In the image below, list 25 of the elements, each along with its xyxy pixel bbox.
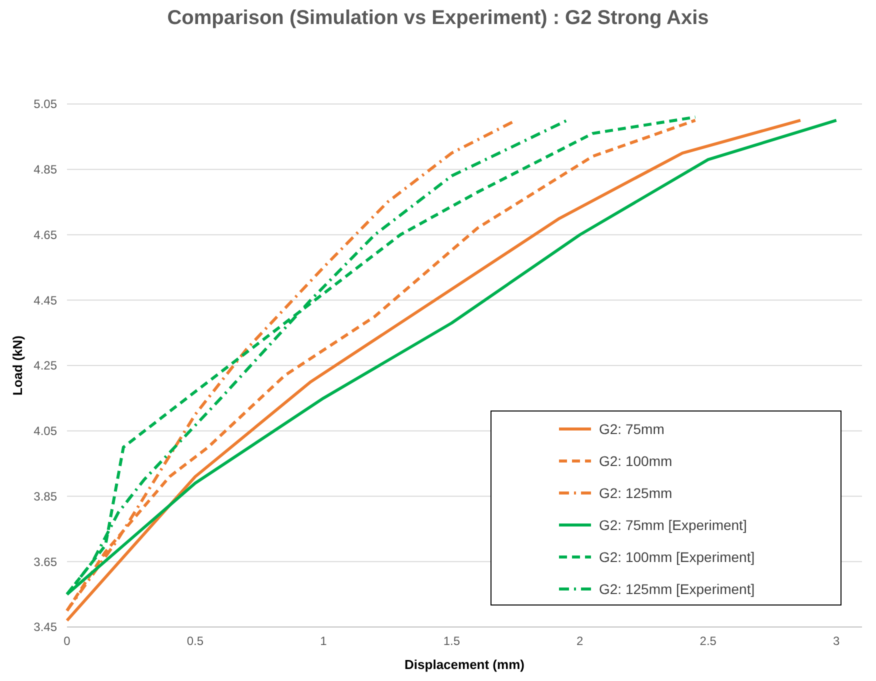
x-tick-label: 2 <box>576 634 584 648</box>
legend-label: G2: 125mm <box>599 484 672 501</box>
y-tick-label: 3.65 <box>34 554 58 569</box>
x-tick-label: 1 <box>320 634 328 648</box>
y-tick-label: 3.45 <box>34 620 58 634</box>
y-tick-label: 4.05 <box>34 424 58 438</box>
y-tick-label: 5.05 <box>34 97 58 112</box>
x-axis-title: Displacement (mm) <box>404 657 524 672</box>
y-tick-label: 4.45 <box>34 293 58 308</box>
x-tick-label: 2.5 <box>700 634 717 648</box>
legend-label: G2: 75mm [Experiment] <box>599 516 747 533</box>
x-tick-label: 0.5 <box>186 634 204 648</box>
y-axis-title: Load (kN) <box>10 336 25 396</box>
legend-label: G2: 125mm [Experiment] <box>599 580 755 597</box>
y-tick-label: 4.25 <box>34 358 58 373</box>
y-tick-label: 4.85 <box>34 162 58 177</box>
chart-title: Comparison (Simulation vs Experiment) : G2 Strong Axis <box>167 7 709 29</box>
legend-label: G2: 100mm [Experiment] <box>599 548 755 565</box>
y-tick-label: 4.65 <box>34 228 58 242</box>
x-tick-label: 3 <box>833 634 840 648</box>
y-tick-label: 3.85 <box>34 489 58 504</box>
x-tick-label: 0 <box>64 634 71 648</box>
legend-label: G2: 100mm <box>599 452 672 469</box>
legend-label: G2: 75mm <box>599 420 664 437</box>
x-tick-label: 1.5 <box>443 634 460 648</box>
